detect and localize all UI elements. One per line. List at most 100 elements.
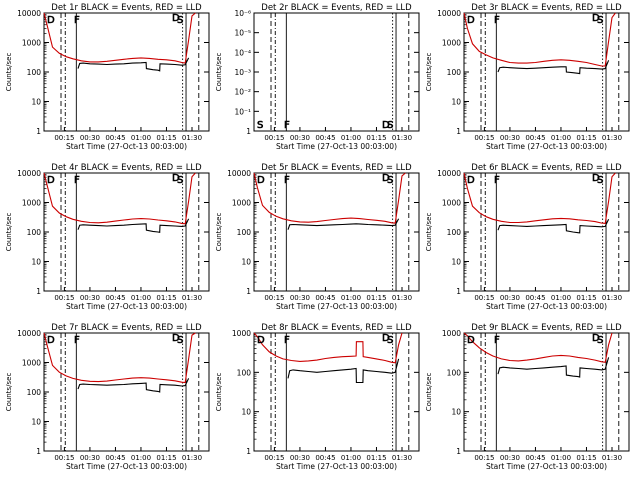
y-tick-label: 10 [451, 98, 461, 107]
y-axis-label: Counts/sec [5, 213, 13, 252]
y-tick-label: 1000 [442, 199, 461, 208]
plot-title: Det 5r BLACK = Events, RED = LLD [261, 163, 412, 173]
x-tick-label: 01:15 [576, 134, 596, 142]
y-tick-label: 1 [456, 127, 461, 136]
series-line [253, 172, 406, 224]
x-tick-label: 00:30 [290, 134, 310, 142]
y-tick-label: 10⁻⁴ [234, 48, 251, 57]
plot-panel: Det 1r BLACK = Events, RED = LLD Counts/s… [5, 3, 210, 151]
x-tick-label: 01:30 [182, 134, 202, 142]
y-tick-label: 10 [451, 408, 461, 417]
x-tick-label: 01:15 [366, 454, 386, 462]
plot-title: Det 8r BLACK = Events, RED = LLD [261, 323, 412, 333]
y-tick-label: 1 [36, 447, 41, 456]
y-tick-label: 10⁻³ [234, 68, 251, 77]
x-axis-label: Start Time (27-Oct-13 00:03:00) [486, 462, 607, 471]
y-axis-label: Counts/sec [215, 373, 223, 412]
x-tick-label: 01:15 [156, 454, 176, 462]
plot-panel: Det 7r BLACK = Events, RED = LLD Counts/s… [5, 323, 210, 471]
plot-panel: Det 6r BLACK = Events, RED = LLD Counts/s… [425, 163, 630, 311]
x-tick-label: 00:15 [474, 454, 494, 462]
y-tick-label: 100 [27, 388, 42, 397]
y-tick-label: 100 [27, 228, 42, 237]
event-marker-label: F [284, 120, 290, 131]
plot-frame [43, 12, 210, 132]
x-tick-label: 00:30 [500, 294, 520, 302]
y-tick-label: 10⁻⁵ [234, 29, 251, 38]
y-axis-label: Counts/sec [215, 53, 223, 92]
y-tick-label: 1 [36, 127, 41, 136]
series-line [43, 332, 196, 384]
event-marker-label: S [177, 335, 183, 346]
event-marker-label: F [284, 175, 290, 186]
y-tick-label: 1000 [232, 329, 251, 338]
x-tick-label: 00:15 [474, 134, 494, 142]
x-tick-label: 01:30 [182, 294, 202, 302]
event-marker-label: D [382, 333, 390, 344]
y-tick-label: 1000 [442, 39, 461, 48]
y-tick-label: 1 [456, 287, 461, 296]
x-tick-label: 01:00 [551, 134, 571, 142]
event-marker-label: S [177, 175, 183, 186]
plot-frame [43, 332, 210, 452]
series-line [43, 12, 196, 64]
plot-title: Det 4r BLACK = Events, RED = LLD [51, 163, 202, 173]
x-tick-label: 01:15 [576, 294, 596, 302]
series-line [463, 332, 613, 363]
event-marker-label: D [382, 120, 390, 131]
x-axis-label: Start Time (27-Oct-13 00:03:00) [486, 302, 607, 311]
y-tick-label: 10000 [17, 329, 41, 338]
event-marker-label: D [47, 335, 55, 346]
event-marker-label: D [47, 15, 55, 26]
x-tick-label: 01:00 [131, 454, 151, 462]
x-axis-label: Start Time (27-Oct-13 00:03:00) [486, 142, 607, 151]
plot-panel: Det 5r BLACK = Events, RED = LLD Counts/s… [215, 163, 420, 311]
event-marker-label: F [494, 335, 500, 346]
event-marker-label: D [592, 333, 600, 344]
x-tick-label: 00:45 [105, 134, 125, 142]
y-tick-label: 100 [447, 228, 462, 237]
x-tick-label: 00:15 [54, 134, 74, 142]
y-tick-label: 10000 [437, 169, 461, 178]
event-marker-label: F [74, 15, 80, 26]
x-tick-label: 01:30 [392, 454, 412, 462]
event-marker-label: S [597, 335, 603, 346]
y-tick-label: 10 [31, 98, 41, 107]
x-tick-label: 00:45 [105, 454, 125, 462]
y-tick-label: 1000 [442, 329, 461, 338]
x-tick-label: 01:15 [366, 134, 386, 142]
y-tick-label: 1000 [22, 39, 41, 48]
y-tick-label: 100 [237, 368, 252, 377]
y-tick-label: 10000 [17, 169, 41, 178]
plot-frame [463, 12, 630, 132]
y-tick-label: 10⁻² [234, 88, 251, 97]
event-marker-label: S [177, 15, 183, 26]
y-tick-label: 10⁻⁶ [234, 9, 251, 18]
plot-title: Det 3r BLACK = Events, RED = LLD [471, 3, 622, 13]
event-marker-label: D [592, 173, 600, 184]
event-marker-label: D [467, 175, 475, 186]
y-tick-label: 10000 [437, 9, 461, 18]
plot-panel: Det 8r BLACK = Events, RED = LLD Counts/s… [215, 323, 420, 471]
x-tick-label: 00:45 [315, 134, 335, 142]
x-tick-label: 00:45 [525, 134, 545, 142]
x-axis-label: Start Time (27-Oct-13 00:03:00) [66, 462, 187, 471]
x-tick-label: 01:30 [602, 454, 622, 462]
y-tick-label: 100 [447, 368, 462, 377]
plot-title: Det 9r BLACK = Events, RED = LLD [471, 323, 622, 333]
series-line [43, 172, 196, 225]
x-tick-label: 00:45 [105, 294, 125, 302]
y-axis-label: Counts/sec [215, 213, 223, 252]
x-tick-label: 01:00 [551, 294, 571, 302]
series-line [77, 57, 190, 72]
x-tick-label: 01:15 [156, 294, 176, 302]
x-tick-label: 01:15 [366, 294, 386, 302]
x-tick-label: 01:00 [131, 294, 151, 302]
x-tick-label: 01:30 [182, 454, 202, 462]
y-axis-label: Counts/sec [425, 53, 433, 92]
plot-title: Det 6r BLACK = Events, RED = LLD [471, 163, 622, 173]
event-marker-label: D [257, 335, 265, 346]
plot-title: Det 2r BLACK = Events, RED = LLD [261, 3, 412, 13]
plot-frame [43, 172, 210, 292]
event-marker-label: D [47, 175, 55, 186]
